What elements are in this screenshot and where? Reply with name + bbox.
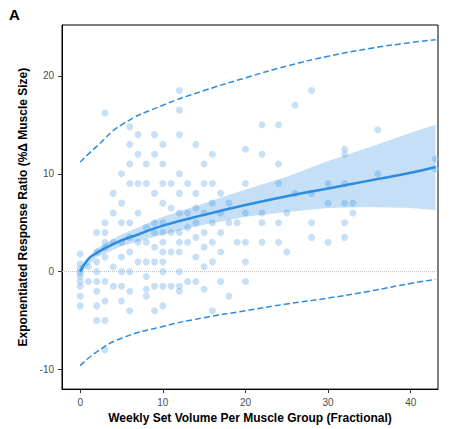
svg-text:A: A	[9, 6, 20, 23]
svg-text:20: 20	[240, 397, 252, 408]
svg-text:Exponentiated Response Ratio (: Exponentiated Response Ratio (%Δ Muscle …	[16, 68, 30, 347]
svg-text:10: 10	[157, 397, 169, 408]
svg-text:0: 0	[77, 397, 83, 408]
svg-text:10: 10	[43, 168, 55, 179]
svg-text:30: 30	[323, 397, 335, 408]
svg-text:0: 0	[48, 266, 54, 277]
svg-text:40: 40	[405, 397, 417, 408]
svg-text:20: 20	[43, 70, 55, 81]
svg-text:Weekly Set Volume Per Muscle G: Weekly Set Volume Per Muscle Group (Frac…	[108, 411, 392, 425]
svg-text:-10: -10	[40, 364, 55, 375]
